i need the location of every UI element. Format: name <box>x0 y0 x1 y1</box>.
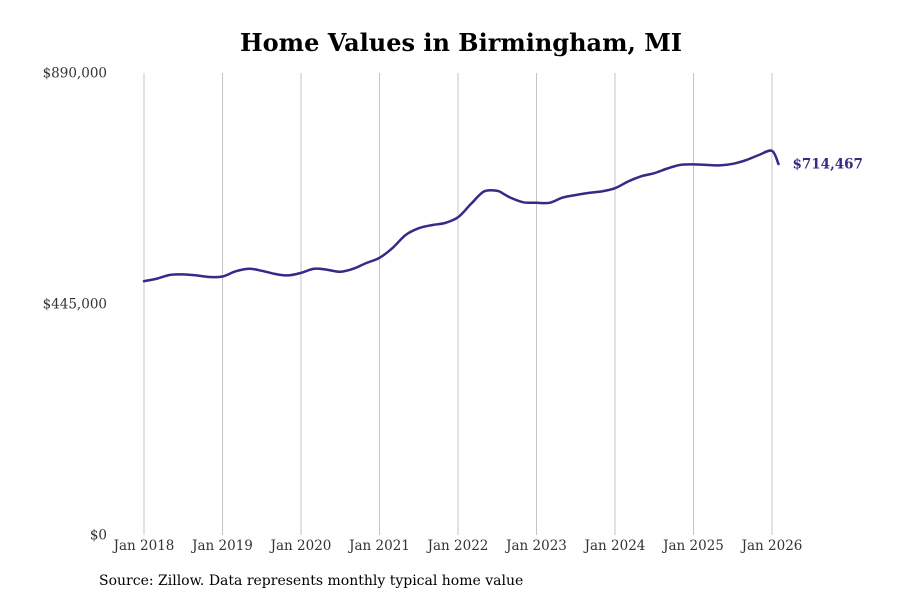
x-tick-label: Jan 2021 <box>347 538 410 554</box>
chart-title: Home Values in Birmingham, MI <box>240 28 682 57</box>
x-tick-label: Jan 2020 <box>269 538 332 554</box>
y-tick-label: $445,000 <box>43 297 107 313</box>
annotation-layer: $714,467 <box>793 157 863 173</box>
x-tick-label: Jan 2018 <box>112 538 175 554</box>
end-value-label: $714,467 <box>793 157 863 173</box>
x-tick-label: Jan 2024 <box>583 538 646 554</box>
x-tick-label: Jan 2019 <box>190 538 253 554</box>
x-tick-label: Jan 2025 <box>661 538 724 554</box>
source-note: Source: Zillow. Data represents monthly … <box>99 573 524 589</box>
x-tick-label: Jan 2022 <box>426 538 489 554</box>
grid-layer <box>143 73 773 535</box>
y-tick-label: $0 <box>90 528 107 544</box>
series-line <box>142 149 780 283</box>
x-axis-ticks: Jan 2018 Jan 2019 Jan 2020 Jan 2021 Jan 2022… <box>112 538 803 554</box>
x-tick-label: Jan 2026 <box>740 538 803 554</box>
y-axis-ticks: $0 $445,000 $890,000 <box>43 66 107 544</box>
y-tick-label: $890,000 <box>43 66 107 82</box>
series-layer <box>142 149 780 283</box>
x-tick-label: Jan 2023 <box>504 538 567 554</box>
